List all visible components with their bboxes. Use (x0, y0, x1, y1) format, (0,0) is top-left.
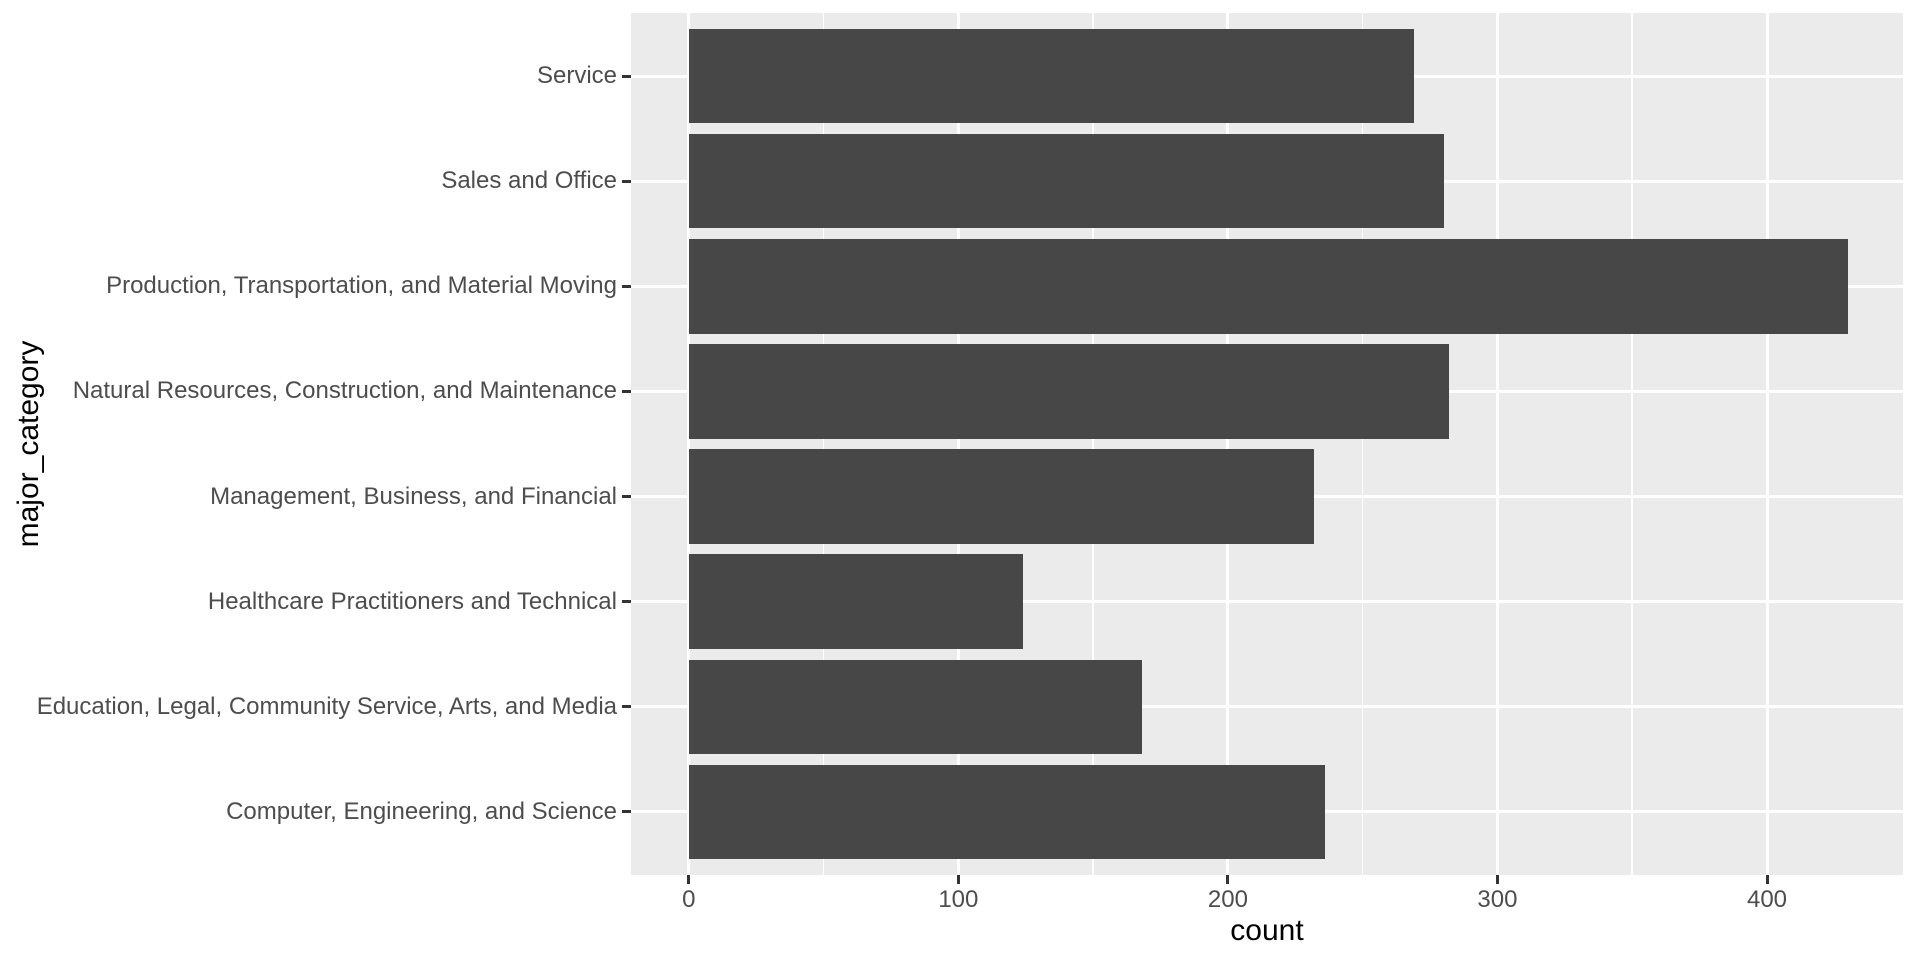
x-axis-tick-mark (687, 875, 691, 884)
y-axis-tick-mark (622, 495, 631, 499)
x-axis-tick-label: 0 (682, 886, 696, 913)
bar-1 (688, 28, 1414, 124)
y-axis-category-label: Sales and Office (441, 167, 617, 195)
y-axis-category-label: Computer, Engineering, and Science (226, 797, 617, 825)
x-axis-tick-mark (956, 875, 960, 884)
y-axis-tick-mark (622, 179, 631, 183)
bar-8 (688, 764, 1325, 860)
y-axis-category-label: Healthcare Practitioners and Technical (207, 587, 617, 615)
x-axis-tick-label: 300 (1477, 886, 1518, 913)
y-axis-title-wrap: major_category (12, 340, 45, 548)
y-axis-category-label: Natural Resources, Construction, and Mai… (72, 377, 617, 405)
y-axis-category-label: Production, Transportation, and Material… (106, 272, 617, 300)
y-axis-tick-mark (622, 74, 631, 78)
x-axis-title: count (1230, 914, 1304, 947)
bar-6 (688, 554, 1024, 649)
gridline-minor-vertical (1092, 13, 1094, 875)
bar-2 (688, 133, 1444, 229)
gridline-major-horizontal (631, 600, 1903, 604)
x-axis-tick-label: 400 (1746, 886, 1788, 913)
gridline-major-vertical (1495, 13, 1499, 875)
gridline-minor-vertical (822, 13, 825, 875)
y-axis-category-label: Education, Legal, Community Service, Art… (36, 692, 617, 720)
gridline-major-horizontal (631, 705, 1903, 709)
gridline-major-vertical (956, 13, 960, 875)
y-axis-category-label: Management, Business, and Financial (210, 482, 617, 510)
y-axis-tick-mark (622, 389, 631, 393)
bar-5 (688, 449, 1315, 544)
bar-7 (688, 659, 1142, 755)
y-axis-tick-mark (622, 284, 631, 288)
bar-3 (688, 239, 1848, 334)
y-axis-tick-mark (622, 705, 631, 709)
x-axis-tick-label: 100 (938, 886, 979, 913)
y-axis-tick-mark (622, 600, 631, 604)
gridline-major-vertical (1765, 13, 1769, 875)
gridline-minor-vertical (1631, 13, 1634, 875)
x-axis-tick-label: 200 (1207, 886, 1248, 913)
x-axis-tick-mark (1226, 875, 1230, 884)
y-axis-category-label: Service (536, 62, 617, 90)
gridline-major-vertical (1226, 13, 1230, 875)
x-axis-tick-mark (1495, 875, 1499, 884)
y-axis-tick-mark (622, 810, 631, 814)
x-axis-tick-mark (1765, 875, 1769, 884)
gridline-minor-vertical (1361, 13, 1364, 875)
bar-4 (688, 344, 1449, 439)
y-axis-title: major_category (12, 340, 45, 548)
gridline-major-vertical (687, 13, 691, 875)
plot-panel (631, 13, 1903, 875)
